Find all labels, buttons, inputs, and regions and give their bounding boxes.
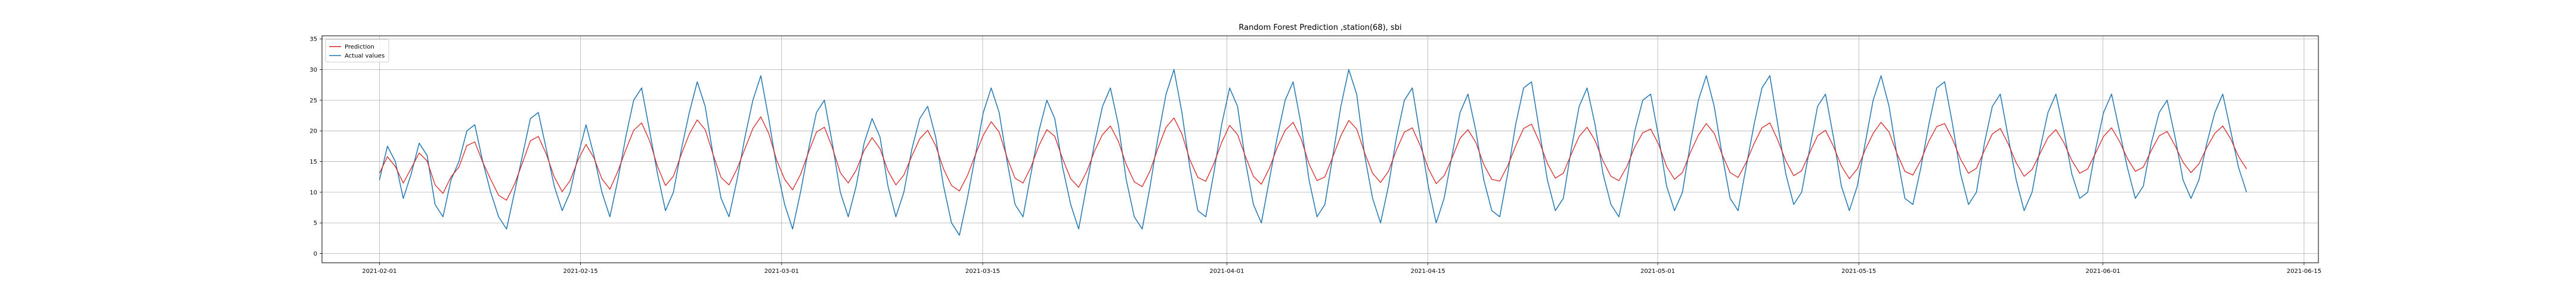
y-tick-label: 15: [309, 159, 317, 165]
x-tick-label: 2021-06-01: [2086, 268, 2120, 275]
legend-box: [325, 39, 389, 63]
plot-frame: [321, 35, 2319, 263]
x-tick-label: 2021-02-01: [362, 268, 397, 275]
series-layer: [379, 69, 2247, 236]
chart-title: Random Forest Prediction ,station(68), s…: [1239, 23, 1401, 32]
y-tick-label: 30: [309, 67, 317, 73]
x-tick-label: 2021-04-01: [1209, 268, 1244, 275]
x-tick-label: 2021-04-15: [1411, 268, 1445, 275]
x-tick-label: 2021-03-01: [764, 268, 799, 275]
y-tick-label: 5: [314, 220, 317, 227]
y-tick-label: 10: [309, 189, 317, 196]
y-tick-label: 0: [314, 251, 317, 257]
y-tick-label: 20: [309, 128, 317, 135]
x-tick-label: 2021-05-15: [1841, 268, 1876, 275]
axis-ticks: 2021-02-01 2021-02-15 2021-03-01 2021-03-15…: [309, 36, 2321, 275]
y-tick-label: 35: [309, 36, 317, 43]
grid: [322, 36, 2318, 263]
legend: Prediction Actual values: [325, 39, 389, 63]
prediction-series-line: [379, 116, 2247, 201]
x-tick-label: 2021-05-01: [1640, 268, 1675, 275]
y-tick-label: 25: [309, 97, 317, 104]
x-tick-label: 2021-03-15: [965, 268, 1000, 275]
x-tick-label: 2021-02-15: [563, 268, 597, 275]
actual-values-series-line: [379, 69, 2247, 236]
legend-label: Actual values: [345, 53, 385, 60]
x-tick-label: 2021-06-15: [2287, 268, 2321, 275]
legend-label: Prediction: [345, 44, 374, 51]
